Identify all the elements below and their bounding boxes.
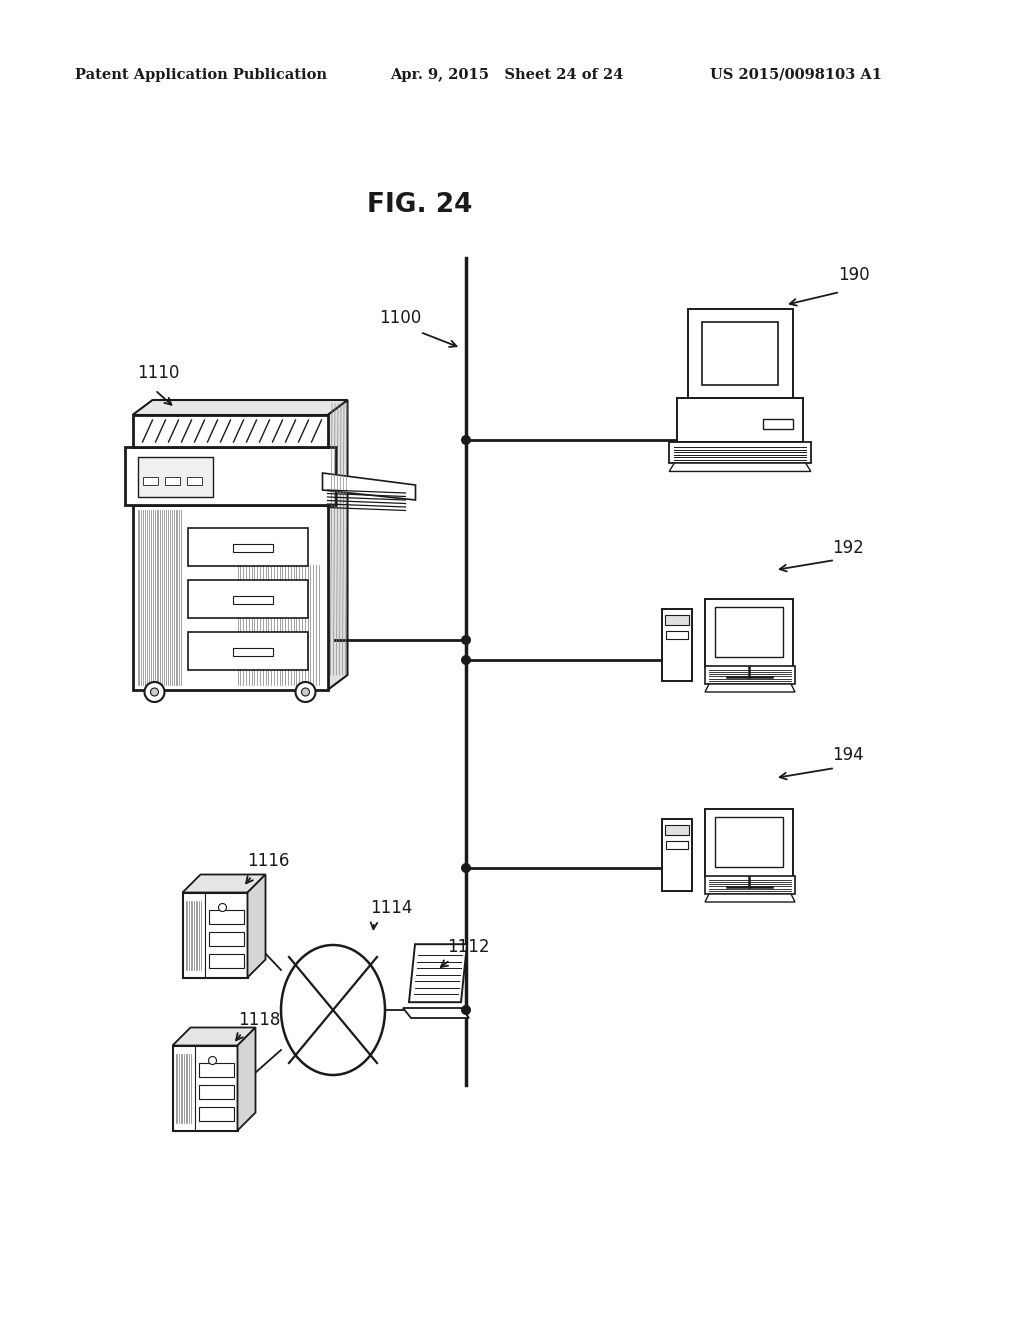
Bar (666, 631, 688, 639)
Bar (199, 1063, 233, 1077)
Circle shape (461, 436, 471, 445)
Text: 1116: 1116 (247, 851, 290, 870)
Bar (669, 442, 811, 463)
Polygon shape (409, 944, 467, 1002)
Text: 190: 190 (838, 267, 869, 284)
Circle shape (209, 1056, 216, 1064)
Bar (702, 322, 778, 385)
Bar (666, 841, 688, 849)
Bar (142, 477, 158, 484)
Polygon shape (172, 1027, 256, 1045)
Polygon shape (403, 1008, 469, 1018)
Bar (209, 909, 244, 924)
Bar (132, 414, 328, 447)
Text: 192: 192 (831, 539, 864, 557)
Text: FIG. 24: FIG. 24 (368, 191, 473, 218)
Polygon shape (132, 400, 347, 414)
Bar (199, 1106, 233, 1121)
Bar (662, 818, 692, 891)
Text: Apr. 9, 2015   Sheet 24 of 24: Apr. 9, 2015 Sheet 24 of 24 (390, 69, 624, 82)
Polygon shape (238, 1027, 256, 1130)
Bar (705, 809, 793, 876)
Circle shape (218, 903, 226, 912)
Bar (187, 632, 307, 671)
Bar (687, 309, 793, 397)
Bar (232, 648, 272, 656)
Polygon shape (669, 463, 811, 471)
Bar (705, 876, 795, 894)
Circle shape (296, 682, 315, 702)
Bar (209, 932, 244, 945)
Bar (199, 1085, 233, 1098)
Bar (187, 579, 307, 618)
Bar (705, 599, 793, 667)
Bar (677, 397, 803, 442)
Text: 1112: 1112 (447, 939, 489, 956)
Circle shape (461, 1005, 471, 1015)
Bar (232, 597, 272, 605)
Polygon shape (323, 473, 416, 500)
Text: Patent Application Publication: Patent Application Publication (75, 69, 327, 82)
Circle shape (301, 688, 309, 696)
Polygon shape (328, 400, 347, 690)
Bar (182, 892, 248, 978)
Polygon shape (705, 684, 795, 692)
Circle shape (461, 655, 471, 665)
Bar (662, 609, 692, 681)
Text: 1118: 1118 (238, 1011, 281, 1030)
Bar (187, 528, 307, 566)
Polygon shape (248, 874, 265, 978)
Bar (715, 817, 783, 867)
Bar (125, 447, 336, 506)
Bar (705, 667, 795, 684)
Bar (137, 457, 213, 498)
Text: 194: 194 (831, 746, 863, 764)
Circle shape (151, 688, 159, 696)
Text: 1114: 1114 (370, 899, 413, 917)
Bar (172, 1045, 238, 1130)
Circle shape (144, 682, 165, 702)
Bar (165, 477, 179, 484)
Bar (715, 607, 783, 657)
Polygon shape (705, 894, 795, 902)
Bar (186, 477, 202, 484)
Text: US 2015/0098103 A1: US 2015/0098103 A1 (710, 69, 882, 82)
Polygon shape (182, 874, 265, 892)
Bar (132, 506, 328, 690)
Bar (665, 615, 689, 624)
Circle shape (461, 635, 471, 645)
Bar (665, 825, 689, 836)
Bar (209, 953, 244, 968)
Text: 1100: 1100 (379, 309, 421, 327)
Circle shape (461, 863, 471, 873)
Bar (232, 544, 272, 552)
Ellipse shape (281, 945, 385, 1074)
Text: 1110: 1110 (137, 364, 179, 381)
Bar (763, 418, 793, 429)
